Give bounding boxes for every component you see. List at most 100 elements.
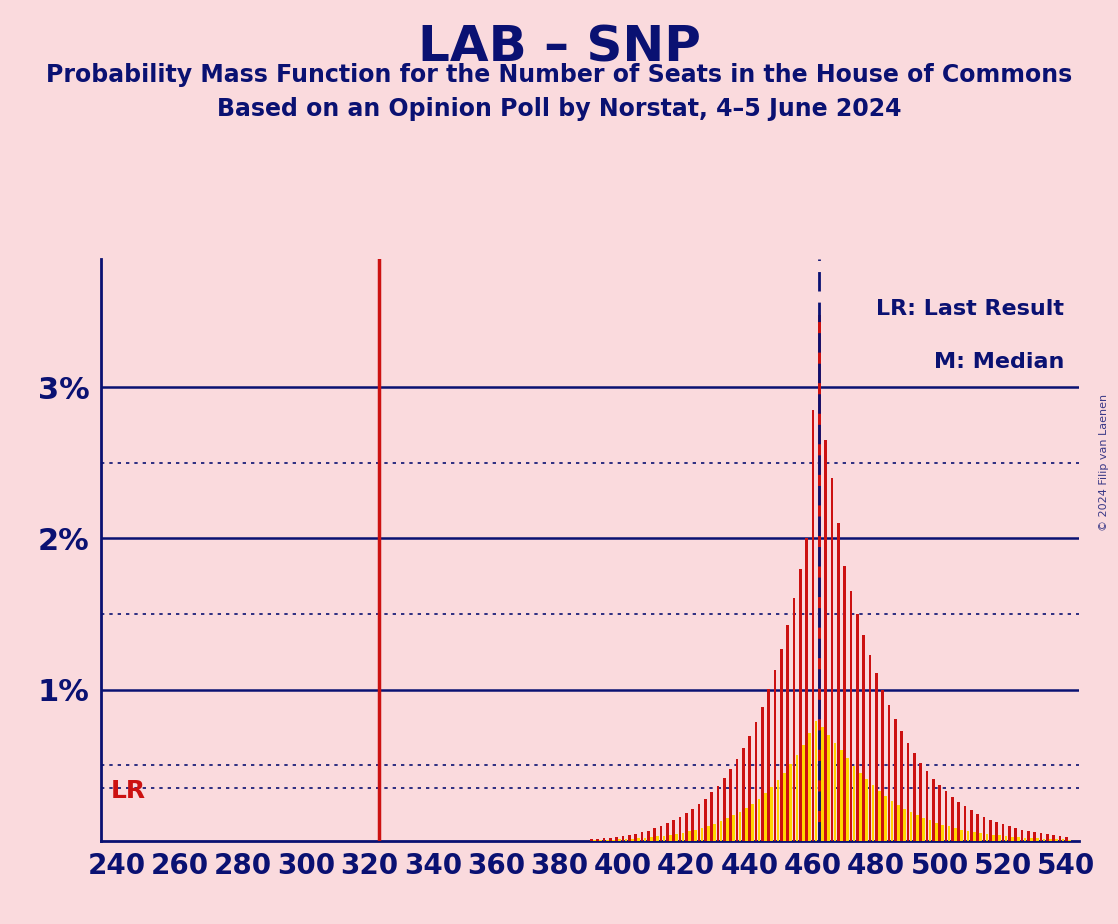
Bar — [907, 743, 909, 841]
Bar — [960, 830, 963, 841]
Bar — [606, 840, 608, 841]
Bar — [1045, 834, 1049, 841]
Bar — [891, 801, 893, 841]
Bar — [656, 836, 660, 841]
Bar — [998, 835, 1001, 841]
Bar — [831, 478, 833, 841]
Bar — [808, 734, 812, 841]
Bar — [742, 748, 745, 841]
Bar — [603, 838, 605, 841]
Bar — [628, 834, 631, 841]
Bar — [840, 750, 843, 841]
Bar — [926, 771, 928, 841]
Text: Based on an Opinion Poll by Norstat, 4–5 June 2024: Based on an Opinion Poll by Norstat, 4–5… — [217, 97, 901, 121]
Bar — [1052, 835, 1055, 841]
Bar — [935, 822, 938, 841]
Bar — [701, 828, 703, 841]
Bar — [647, 831, 650, 841]
Bar — [755, 722, 757, 841]
Bar — [637, 838, 641, 841]
Bar — [596, 839, 599, 841]
Bar — [793, 599, 795, 841]
Bar — [818, 315, 821, 841]
Bar — [954, 828, 957, 841]
Bar — [989, 820, 992, 841]
Bar — [919, 762, 922, 841]
Bar — [897, 805, 900, 841]
Bar — [780, 649, 783, 841]
Bar — [973, 832, 976, 841]
Bar — [644, 838, 646, 841]
Bar — [739, 812, 741, 841]
Bar — [625, 839, 627, 841]
Bar — [913, 753, 916, 841]
Bar — [1030, 838, 1033, 841]
Bar — [720, 821, 722, 841]
Bar — [1068, 840, 1071, 841]
Bar — [789, 764, 793, 841]
Bar — [865, 779, 868, 841]
Bar — [805, 538, 808, 841]
Bar — [941, 824, 944, 841]
Bar — [821, 727, 824, 841]
Bar — [670, 834, 672, 841]
Bar — [970, 810, 973, 841]
Bar — [685, 813, 688, 841]
Bar — [802, 745, 805, 841]
Bar — [1062, 840, 1064, 841]
Bar — [824, 440, 827, 841]
Bar — [615, 837, 618, 841]
Text: Probability Mass Function for the Number of Seats in the House of Commons: Probability Mass Function for the Number… — [46, 63, 1072, 87]
Bar — [745, 808, 748, 841]
Bar — [682, 833, 684, 841]
Bar — [704, 798, 707, 841]
Bar — [694, 830, 698, 841]
Bar — [717, 785, 719, 841]
Bar — [875, 673, 878, 841]
Bar — [1002, 824, 1004, 841]
Bar — [957, 802, 960, 841]
Bar — [1014, 828, 1017, 841]
Bar — [723, 778, 726, 841]
Bar — [986, 833, 988, 841]
Text: M: Median: M: Median — [934, 352, 1064, 371]
Bar — [834, 743, 836, 841]
Bar — [713, 824, 717, 841]
Bar — [663, 835, 665, 841]
Bar — [1043, 839, 1045, 841]
Bar — [651, 837, 653, 841]
Bar — [653, 829, 656, 841]
Bar — [881, 689, 884, 841]
Bar — [812, 410, 814, 841]
Bar — [846, 758, 849, 841]
Bar — [945, 791, 947, 841]
Text: LR: Last Result: LR: Last Result — [877, 299, 1064, 320]
Bar — [916, 815, 919, 841]
Bar — [1007, 826, 1011, 841]
Bar — [1055, 839, 1058, 841]
Bar — [609, 837, 612, 841]
Bar — [1040, 833, 1042, 841]
Bar — [726, 819, 729, 841]
Bar — [948, 826, 950, 841]
Bar — [729, 769, 732, 841]
Text: © 2024 Filip van Laenen: © 2024 Filip van Laenen — [1099, 394, 1109, 530]
Bar — [910, 812, 912, 841]
Bar — [618, 839, 622, 841]
Bar — [1059, 836, 1061, 841]
Bar — [679, 817, 681, 841]
Bar — [884, 796, 887, 841]
Bar — [992, 834, 995, 841]
Bar — [1005, 836, 1007, 841]
Bar — [1026, 831, 1030, 841]
Bar — [590, 839, 593, 841]
Bar — [799, 569, 802, 841]
Bar — [660, 826, 662, 841]
Bar — [1036, 838, 1039, 841]
Bar — [929, 821, 931, 841]
Bar — [691, 809, 694, 841]
Bar — [903, 808, 906, 841]
Bar — [983, 817, 985, 841]
Bar — [634, 833, 637, 841]
Bar — [894, 719, 897, 841]
